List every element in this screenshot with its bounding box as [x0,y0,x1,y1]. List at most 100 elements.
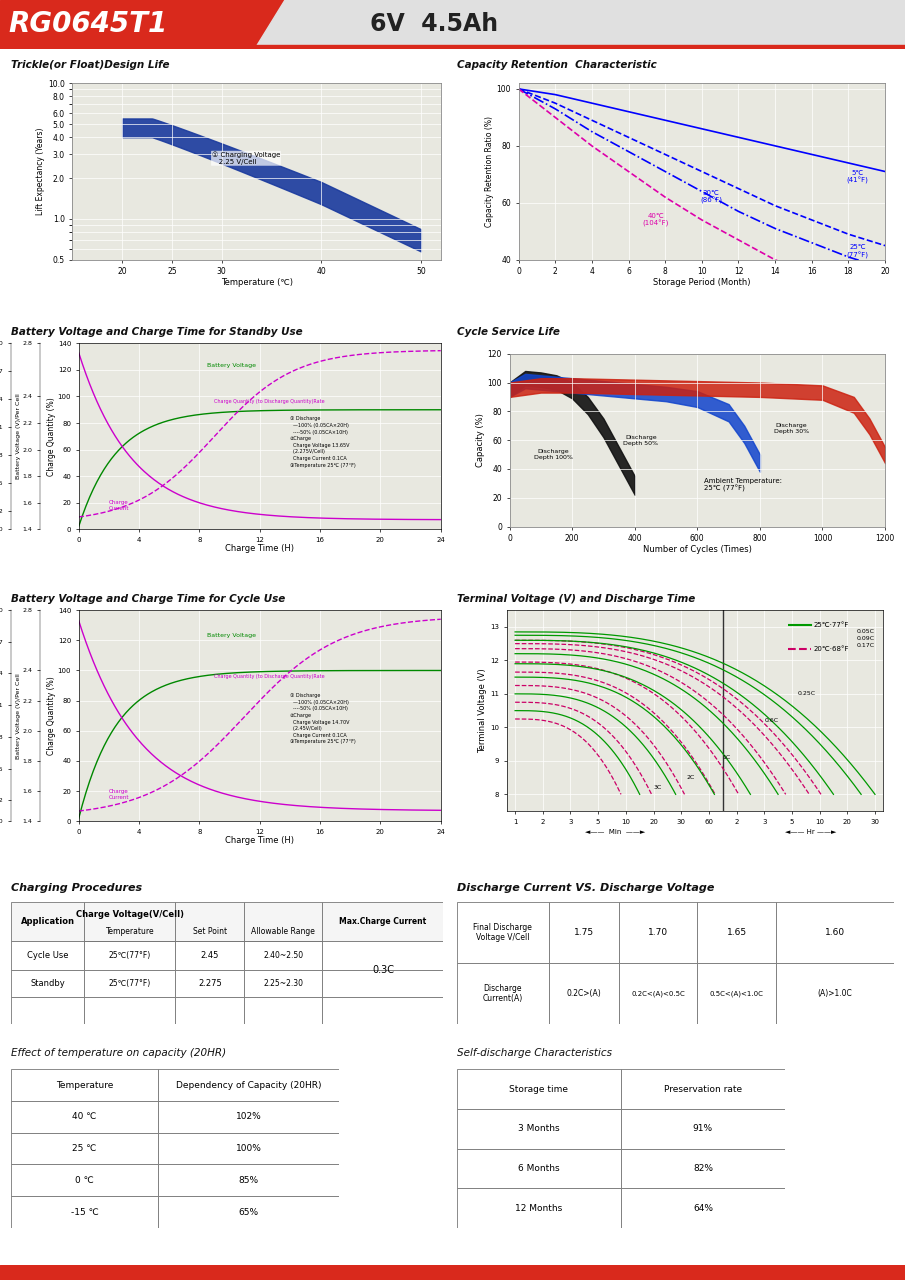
Bar [84,997,176,1024]
Text: Temperature: Temperature [56,1080,113,1089]
Text: 100%: 100% [235,1144,262,1153]
Text: 0.17C: 0.17C [857,643,875,648]
Bar [322,902,443,941]
Text: Terminal Voltage (V) and Discharge Time: Terminal Voltage (V) and Discharge Time [457,594,695,604]
Text: 25℃·77°F: 25℃·77°F [814,622,849,628]
Bar [698,902,776,963]
Text: 25℃
(77°F): 25℃ (77°F) [846,244,869,259]
Text: Battery Voltage: Battery Voltage [207,364,256,369]
Text: 1.70: 1.70 [648,928,668,937]
Text: Dependency of Capacity (20HR): Dependency of Capacity (20HR) [176,1080,321,1089]
Text: Set Point: Set Point [193,927,227,936]
Text: 25℃(77°F): 25℃(77°F) [109,951,151,960]
Text: Charge Quantity (to Discharge Quantity)Rate: Charge Quantity (to Discharge Quantity)R… [214,399,325,404]
Text: 0.2C>(A): 0.2C>(A) [567,989,601,998]
Text: Self-discharge Characteristics: Self-discharge Characteristics [457,1047,612,1057]
Text: ① Discharge
  —100% (0.05CA×20H)
  ----50% (0.05CA×10H)
②Charge
  Charge Voltage: ① Discharge —100% (0.05CA×20H) ----50% (… [290,416,356,467]
Text: Trickle(or Float)Design Life: Trickle(or Float)Design Life [11,60,169,70]
Text: ◄——  Min  ——►: ◄—— Min ——► [586,829,645,835]
Text: 0.3C: 0.3C [372,965,394,975]
Text: 2.25~2.30: 2.25~2.30 [263,979,303,988]
Y-axis label: Capacity Retention Ratio (%): Capacity Retention Ratio (%) [485,116,493,227]
Text: 0.05C: 0.05C [857,630,875,635]
Bar [548,902,619,963]
Bar [84,941,176,970]
Bar [176,970,244,997]
Bar [176,997,244,1024]
Bar [0,45,905,49]
Text: Charge
Current: Charge Current [109,788,129,800]
Bar [244,997,322,1024]
Polygon shape [255,0,905,49]
Text: 65%: 65% [239,1207,259,1216]
Text: 1.75: 1.75 [574,928,594,937]
Y-axis label: Charge Quantity (%): Charge Quantity (%) [47,397,56,476]
Bar [11,941,84,970]
Text: 2.45: 2.45 [201,951,219,960]
Text: Cycle Use: Cycle Use [27,951,69,960]
Bar [11,1101,158,1133]
Text: 0.25C: 0.25C [797,691,815,696]
Text: 0.2C<(A)<0.5C: 0.2C<(A)<0.5C [631,991,685,997]
X-axis label: Charge Time (H): Charge Time (H) [225,544,294,553]
Bar [158,1197,338,1228]
Bar [457,1188,621,1228]
Text: 3 Months: 3 Months [519,1124,560,1133]
Text: 5℃
(41°F): 5℃ (41°F) [847,170,869,184]
Text: 82%: 82% [693,1164,713,1172]
Text: Discharge
Current(A): Discharge Current(A) [482,984,523,1004]
Text: Cycle Service Life: Cycle Service Life [457,326,560,337]
Bar [621,1188,785,1228]
Text: 25℃(77°F): 25℃(77°F) [109,979,151,988]
Bar [621,1148,785,1188]
Text: Charge Quantity (to Discharge Quantity)Rate: Charge Quantity (to Discharge Quantity)R… [214,675,325,678]
Bar [322,997,443,1024]
Bar [322,941,443,970]
Text: 2C: 2C [687,776,695,780]
Text: ① Charging Voltage
   2.25 V/Cell: ① Charging Voltage 2.25 V/Cell [212,151,281,165]
Text: Ambient Temperature:
25℃ (77°F): Ambient Temperature: 25℃ (77°F) [703,477,782,492]
Y-axis label: Terminal Voltage (V): Terminal Voltage (V) [479,668,488,753]
Text: 30℃
(86°F): 30℃ (86°F) [700,189,722,205]
X-axis label: Storage Period (Month): Storage Period (Month) [653,278,750,287]
Text: 0 ℃: 0 ℃ [75,1176,94,1185]
Bar [158,1101,338,1133]
Bar [84,970,176,997]
Text: 20℃·68°F: 20℃·68°F [814,646,849,653]
Bar [11,1197,158,1228]
Bar [776,963,894,1024]
Text: 102%: 102% [235,1112,262,1121]
Y-axis label: Battery Voltage (V)/Per Cell: Battery Voltage (V)/Per Cell [15,673,21,759]
Text: Capacity Retention  Characteristic: Capacity Retention Characteristic [457,60,657,70]
Y-axis label: Capacity (%): Capacity (%) [476,413,484,467]
Text: Charge Voltage(V/Cell): Charge Voltage(V/Cell) [76,910,184,919]
Bar [158,1069,338,1101]
Text: Application: Application [21,918,74,927]
Text: Storage time: Storage time [510,1084,568,1093]
Text: 0.6C: 0.6C [764,718,778,723]
Text: Battery Voltage: Battery Voltage [207,634,256,639]
Text: Charge
Current: Charge Current [109,499,129,511]
Text: Preservation rate: Preservation rate [664,1084,742,1093]
Text: 12 Months: 12 Months [515,1203,563,1212]
Text: 1.60: 1.60 [825,928,845,937]
Y-axis label: Lift Expectancy (Years): Lift Expectancy (Years) [36,128,45,215]
Bar [11,970,84,997]
Text: 3C: 3C [653,785,662,790]
Text: Charging Procedures: Charging Procedures [11,883,142,893]
Bar [11,997,84,1024]
Text: 2.40~2.50: 2.40~2.50 [263,951,303,960]
Text: -15 ℃: -15 ℃ [71,1207,99,1216]
Bar [457,1148,621,1188]
Text: Battery Voltage and Charge Time for Standby Use: Battery Voltage and Charge Time for Stan… [11,326,302,337]
Text: Discharge
Depth 50%: Discharge Depth 50% [624,435,659,445]
Text: 91%: 91% [693,1124,713,1133]
Bar [457,902,548,963]
Y-axis label: Charge Quantity (%): Charge Quantity (%) [47,676,56,755]
Text: 25 ℃: 25 ℃ [72,1144,97,1153]
Y-axis label: Battery Voltage (V)/Per Cell: Battery Voltage (V)/Per Cell [15,393,21,479]
X-axis label: Temperature (℃): Temperature (℃) [221,278,292,287]
Bar [176,941,244,970]
Text: 40 ℃: 40 ℃ [72,1112,97,1121]
Bar [457,1108,621,1148]
